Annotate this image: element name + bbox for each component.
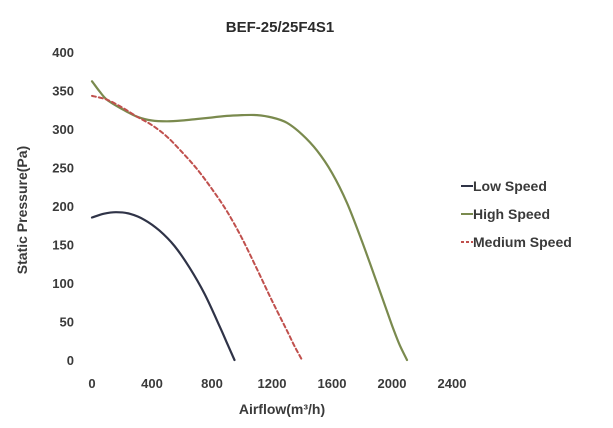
y-axis-ticks: 0 50 100 150 200 250 300 350 400 (52, 45, 74, 368)
legend-label-high-speed: High Speed (473, 206, 550, 222)
y-tick-label: 250 (52, 161, 74, 176)
y-tick-label: 400 (52, 45, 74, 60)
y-tick-label: 0 (67, 353, 74, 368)
x-axis-label: Airflow(m³/h) (239, 401, 325, 417)
chart-title: BEF-25/25F4S1 (226, 19, 334, 36)
medium-speed-line (91, 94, 303, 361)
x-tick-label: 1600 (318, 376, 347, 391)
y-tick-label: 50 (60, 315, 74, 330)
x-tick-label: 2000 (378, 376, 407, 391)
y-tick-label: 200 (52, 199, 74, 214)
x-tick-label: 0 (88, 376, 95, 391)
legend-label-low-speed: Low Speed (473, 178, 547, 194)
legend-label-medium-speed: Medium Speed (473, 234, 572, 250)
series-lines (90, 80, 409, 362)
y-tick-label: 100 (52, 276, 74, 291)
x-tick-label: 400 (141, 376, 163, 391)
x-axis-ticks: 0 400 800 1200 1600 2000 2400 (88, 376, 466, 391)
high-speed-line (90, 80, 409, 362)
y-axis-label: Static Pressure(Pa) (14, 146, 30, 274)
y-tick-label: 150 (52, 238, 74, 253)
low-speed-line (90, 211, 236, 362)
y-tick-label: 300 (52, 122, 74, 137)
legend: Low Speed High Speed Medium Speed (461, 178, 572, 250)
x-tick-label: 2400 (438, 376, 467, 391)
x-tick-label: 1200 (258, 376, 287, 391)
x-tick-label: 800 (201, 376, 223, 391)
y-tick-label: 350 (52, 84, 74, 99)
